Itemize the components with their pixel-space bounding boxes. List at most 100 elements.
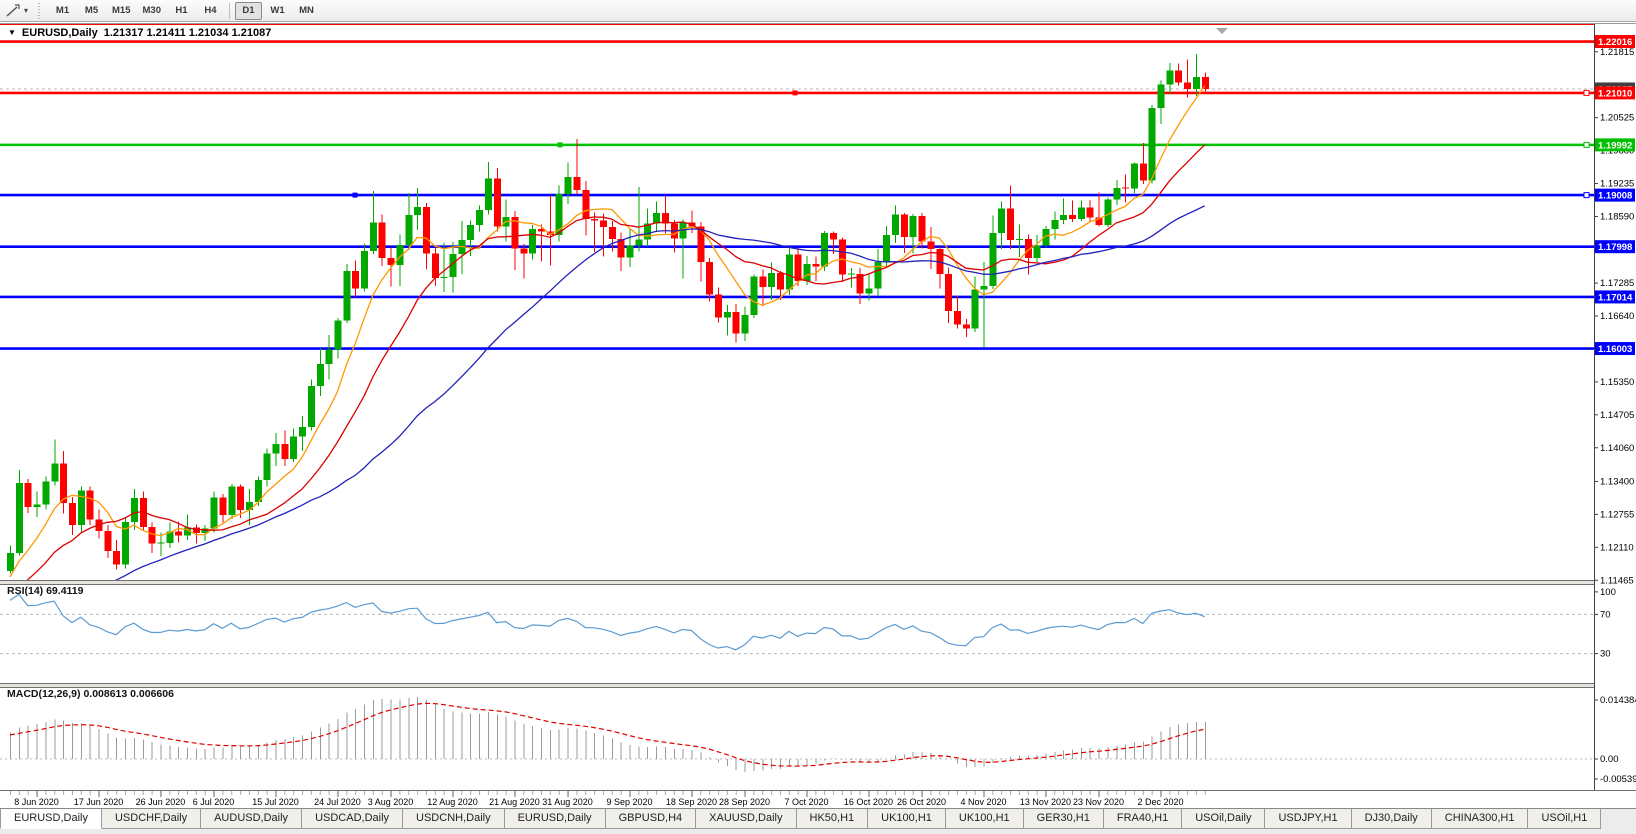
price-axis[interactable]: 1.218151.205251.198801.192351.185901.172… [1594, 24, 1636, 790]
price-axis-label: 1.11465 [1600, 575, 1634, 586]
price-axis-label: 1.12110 [1600, 542, 1634, 553]
chart-tab-bar: EURUSD,Daily USDCHF,Daily AUDUSD,Daily USDC… [0, 808, 1636, 834]
chart-title: ▼ EURUSD,Daily 1.21317 1.21411 1.21034 1… [8, 27, 271, 39]
date-axis-label: 15 Jul 2020 [252, 797, 299, 807]
chart-tab-usdchf-daily[interactable]: USDCHF,Daily [101, 809, 202, 829]
ma-line-fast [9, 85, 1206, 578]
date-axis-label: 28 Sep 2020 [719, 797, 770, 807]
chart-tab-uk100-h1[interactable]: UK100,H1 [945, 809, 1024, 829]
price-axis-label: 1.20525 [1600, 113, 1634, 124]
level-price-badge: 1.16003 [1598, 344, 1632, 355]
timeframe-d1-button[interactable]: D1 [234, 1, 262, 20]
price-axis-label: 1.13400 [1600, 476, 1634, 487]
level-line-center-handle[interactable] [557, 142, 563, 148]
ohlc-values-label: 1.21317 1.21411 1.21034 1.21087 [103, 27, 272, 39]
chart-menu-caret-icon[interactable]: ▼ [8, 28, 16, 37]
timeframe-m30-button[interactable]: M30 [138, 2, 166, 20]
timeframe-h4-button[interactable]: H4 [197, 2, 224, 20]
price-axis-label: 1.15350 [1600, 377, 1634, 388]
toolbar: ▾ M1 M5 M15 M30 H1 H4 D1 W1 MN [0, 0, 1636, 22]
level-line-right-handle[interactable] [1583, 89, 1590, 96]
chart-tab-eurusd-daily[interactable]: EURUSD,Daily [504, 809, 606, 829]
timeframe-m1-button[interactable]: M1 [49, 2, 76, 20]
symbol-period-label: EURUSD,Daily [21, 27, 98, 39]
date-axis-label: 21 Aug 2020 [489, 797, 540, 807]
chart-tab-hk50-h1[interactable]: HK50,H1 [796, 809, 869, 829]
level-line-center-handle[interactable] [792, 90, 798, 96]
date-axis-label: 23 Nov 2020 [1073, 797, 1124, 807]
chart-canvas[interactable]: 8 Jun 2020 17 Jun 2020 26 Jun 2020 6 Jul 20… [0, 22, 1636, 834]
price-axis-label: 1.18590 [1600, 211, 1634, 222]
level-price-badge: 1.21010 [1598, 88, 1632, 99]
level-price-badge: 1.17998 [1598, 242, 1632, 253]
chart-tab-gbpusd-h4[interactable]: GBPUSD,H4 [605, 809, 697, 829]
level-price-badge-bg [1595, 86, 1635, 100]
chart-tab-usdcnh-daily[interactable]: USDCNH,Daily [403, 809, 505, 829]
price-axis-label: 1.14060 [1600, 443, 1634, 454]
price-axis-label: 1.16640 [1600, 311, 1634, 322]
chart-tab-usoil-h1[interactable]: USOil,H1 [1528, 809, 1602, 829]
rsi-line [9, 593, 1205, 651]
price-axis-label: 1.17285 [1600, 278, 1634, 289]
rsi-axis-label: 30 [1600, 649, 1611, 660]
timeframe-m15-button[interactable]: M15 [107, 2, 135, 20]
rsi-indicator-label: RSI(14) 69.4119 [7, 585, 84, 597]
tool-dropdown-caret-icon[interactable]: ▾ [24, 6, 29, 15]
chart-tab-usdjpy-h1[interactable]: USDJPY,H1 [1265, 809, 1352, 829]
level-line-right-handle[interactable] [1583, 141, 1590, 148]
date-axis-label: 16 Oct 2020 [844, 797, 893, 807]
time-axis[interactable]: 8 Jun 2020 17 Jun 2020 26 Jun 2020 6 Jul 20… [10, 791, 1206, 807]
macd-histogram [10, 697, 1206, 773]
timeframe-h1-button[interactable]: H1 [168, 2, 195, 20]
chart-tab-audusd-daily[interactable]: AUDUSD,Daily [201, 809, 303, 829]
date-axis-label: 7 Oct 2020 [784, 797, 828, 807]
timeframe-mn-button[interactable]: MN [293, 2, 320, 20]
level-price-badge-bg [1595, 188, 1635, 202]
chart-tab-china300-h1[interactable]: CHINA300,H1 [1431, 809, 1529, 829]
timeframe-w1-button[interactable]: W1 [264, 2, 291, 20]
date-axis-label: 9 Sep 2020 [606, 797, 652, 807]
chart-background [0, 22, 1636, 834]
macd-axis-label: 0.014384 [1600, 695, 1636, 706]
date-axis-label: 24 Jul 2020 [314, 797, 361, 807]
date-axis-label: 26 Oct 2020 [897, 797, 946, 807]
level-price-badge-bg [1595, 342, 1635, 356]
date-axis-label: 17 Jun 2020 [74, 797, 124, 807]
panel-separator-bar[interactable] [0, 684, 1636, 687]
date-axis-label: 26 Jun 2020 [136, 797, 186, 807]
chart-tab-xauusd-daily[interactable]: XAUUSD,Daily [696, 809, 797, 829]
level-price-badge-bg [1595, 290, 1635, 304]
date-axis-label: 18 Sep 2020 [666, 797, 717, 807]
chart-tab-usoil-daily[interactable]: USOil,Daily [1182, 809, 1266, 829]
chart-tab-uk100-h1[interactable]: UK100,H1 [868, 809, 946, 829]
level-line-center-handle[interactable] [352, 192, 358, 198]
macd-axis-label: -0.00539 [1600, 774, 1636, 785]
date-axis-label: 31 Aug 2020 [542, 797, 593, 807]
macd-indicator-label: MACD(12,26,9) 0.008613 0.006606 [7, 688, 174, 700]
chart-tab-ger30-h1[interactable]: GER30,H1 [1023, 809, 1104, 829]
chart-tab-usdcad-daily[interactable]: USDCAD,Daily [302, 809, 404, 829]
macd-axis-label: 0.00 [1600, 754, 1619, 765]
price-axis-background [1595, 24, 1636, 790]
date-axis-label: 13 Nov 2020 [1020, 797, 1071, 807]
level-price-badge-bg [1595, 138, 1635, 152]
line-tool-icon[interactable] [4, 3, 22, 19]
toolbar-grip[interactable] [36, 2, 42, 19]
timeframe-m5-button[interactable]: M5 [78, 2, 105, 20]
price-axis-label: 1.12755 [1600, 509, 1634, 520]
level-price-badge-bg [1595, 35, 1635, 49]
panel-separator-bar[interactable] [0, 581, 1636, 584]
level-price-badge: 1.19008 [1598, 191, 1632, 202]
level-line-right-handle[interactable] [1583, 192, 1590, 199]
date-axis-label: 4 Nov 2020 [960, 797, 1006, 807]
chart-tab-eurusd-daily[interactable]: EURUSD,Daily [0, 809, 102, 829]
date-axis-label: 8 Jun 2020 [14, 797, 59, 807]
level-price-badge: 1.19992 [1598, 140, 1632, 151]
chart-shift-marker-icon[interactable] [1216, 28, 1228, 34]
level-price-badge: 1.17014 [1598, 292, 1633, 303]
price-axis-label: 1.21815 [1600, 47, 1634, 58]
chart-tab-dj30-daily[interactable]: DJ30,Daily [1351, 809, 1432, 829]
chart-tab-fra40-h1[interactable]: FRA40,H1 [1103, 809, 1183, 829]
main-price-panel[interactable] [0, 24, 1636, 645]
